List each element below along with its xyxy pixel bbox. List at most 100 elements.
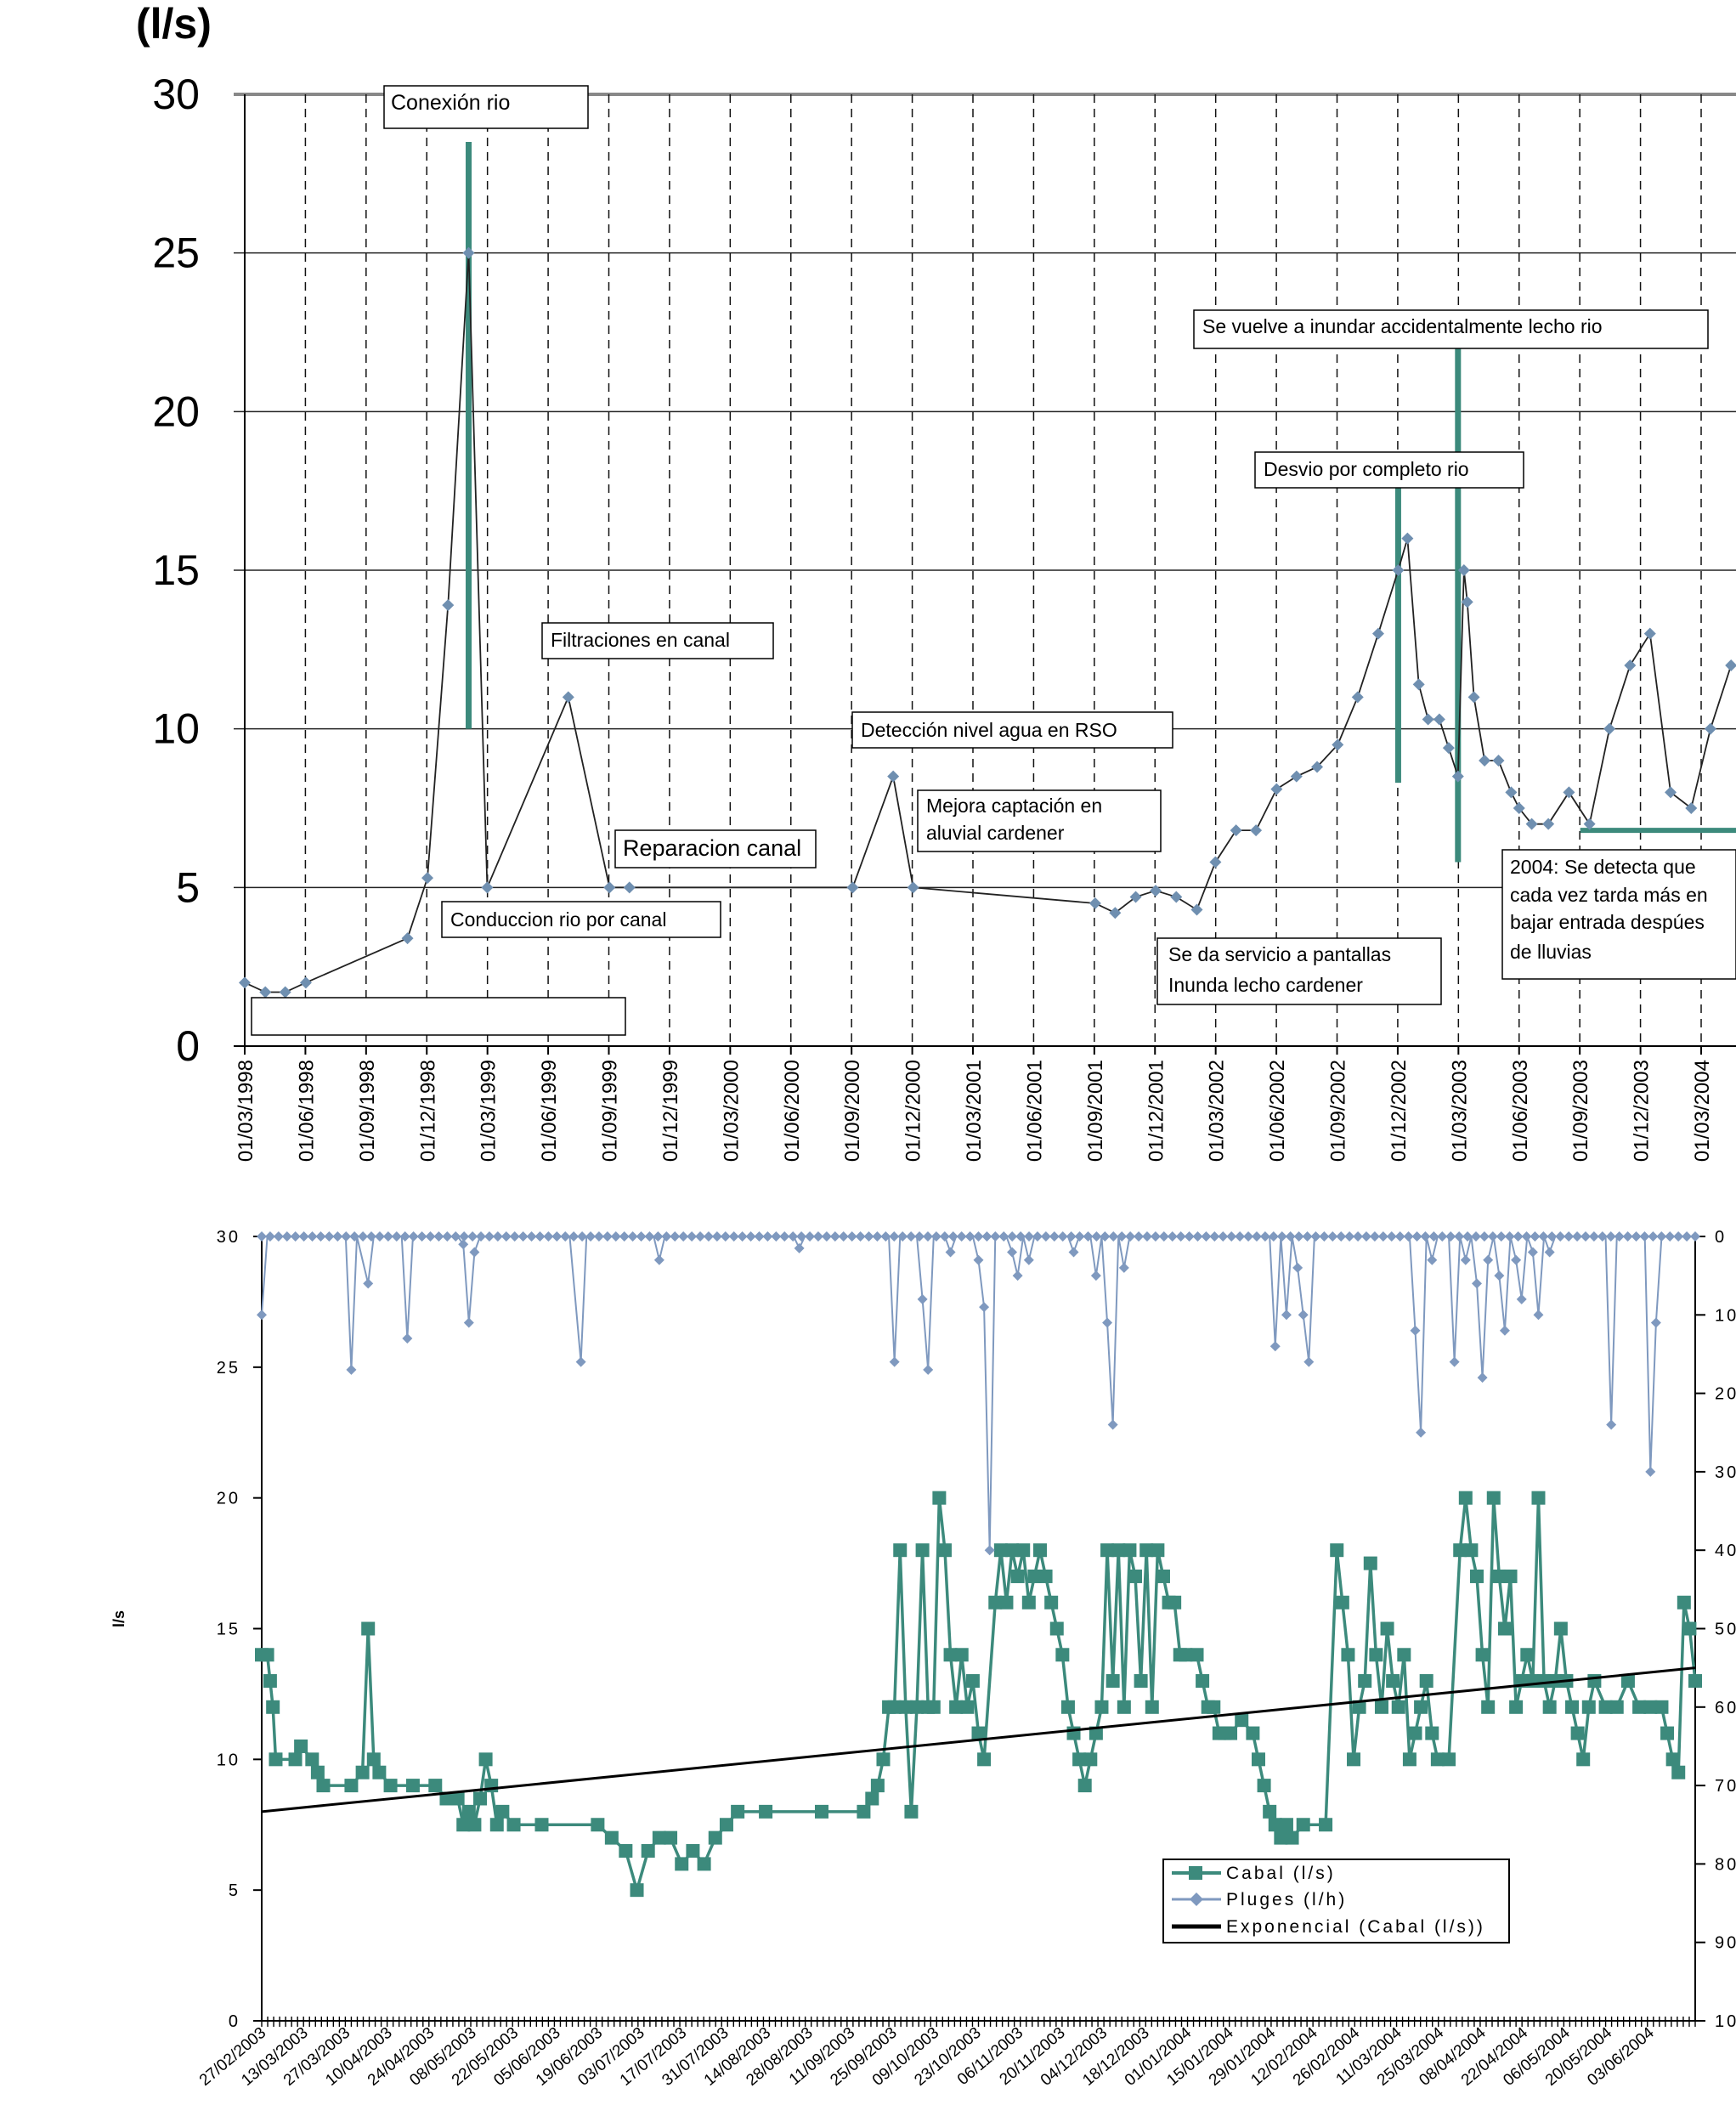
cabal-data-point: [1430, 1752, 1445, 1767]
cabal-data-point: [1464, 1543, 1479, 1558]
cabal-data-point: [1620, 1674, 1635, 1689]
pluges-baseline-point: [610, 1231, 621, 1242]
top-chart-x-tick-label: 01/03/1998: [235, 1060, 257, 1162]
cabal-data-point: [904, 1804, 919, 1819]
cabal-data-point: [263, 1674, 277, 1689]
cabal-data-point: [993, 1543, 1008, 1558]
cabal-data-point: [489, 1818, 504, 1832]
pluges-baseline-point: [1682, 1231, 1693, 1242]
pluges-baseline-point: [1487, 1231, 1498, 1242]
cabal-data-point: [977, 1752, 992, 1767]
pluges-data-point: [1012, 1270, 1023, 1281]
pluges-data-point: [1292, 1262, 1303, 1273]
annotation-conduccion-rio: Conduccion rio por canal: [450, 908, 666, 931]
cabal-data-point: [898, 1700, 913, 1714]
pluges-baseline-point: [1530, 1231, 1541, 1242]
bottom-chart-y-tick-label: 20: [217, 1490, 240, 1508]
cabal-data-point: [534, 1818, 549, 1832]
pluges-baseline-point: [281, 1231, 292, 1242]
cabal-data-point: [1122, 1543, 1137, 1558]
cabal-data-point: [1492, 1569, 1507, 1583]
cabal-data-point: [1565, 1700, 1580, 1714]
bottom-chart-y-ticks: 0 5 10 15 20 25 30: [217, 1228, 262, 2031]
pluges-baseline-point: [720, 1231, 731, 1242]
annotation-inunda-lecho: Inunda lecho cardener: [1168, 974, 1363, 996]
annotation-box-mejora: [917, 789, 1162, 852]
cabal-data-point: [405, 1779, 420, 1793]
pluges-baseline-point: [1656, 1231, 1667, 1242]
top-chart-x-tick-label: 01/12/1998: [416, 1060, 439, 1162]
top-chart-data-point: [1451, 770, 1464, 783]
pluges-baseline-point: [1218, 1231, 1229, 1242]
annotation-se-vuelve-inundar: Se vuelve a inundar accidentalmente lech…: [1202, 315, 1603, 337]
cabal-data-point: [1380, 1621, 1394, 1636]
cabal-data-point: [1089, 1726, 1103, 1740]
pluges-baseline-point: [1605, 1231, 1616, 1242]
top-chart-data-point: [1433, 713, 1445, 726]
cabal-data-point: [344, 1779, 359, 1793]
pluges-data-point: [1007, 1247, 1018, 1258]
top-chart-data-point: [1665, 786, 1677, 799]
pluges-baseline-point: [771, 1231, 782, 1242]
top-chart-x-tick-label: 01/03/2001: [963, 1060, 986, 1162]
top-chart-data-point: [1332, 738, 1344, 751]
pluges-baseline-point: [914, 1231, 925, 1242]
cabal-data-point: [1609, 1700, 1624, 1714]
top-chart-data-point: [1704, 722, 1716, 735]
cabal-data-point: [372, 1765, 387, 1779]
top-chart-data-point: [1457, 564, 1470, 576]
cabal-data-point: [1408, 1726, 1422, 1740]
pluges-baseline-point: [964, 1231, 975, 1242]
pluges-baseline-point: [1184, 1231, 1195, 1242]
cabal-data-point: [1207, 1700, 1221, 1714]
top-chart-data-point: [1230, 824, 1242, 837]
top-chart-x-tick-label: 01/06/2002: [1266, 1060, 1289, 1162]
pluges-baseline-point: [1049, 1231, 1060, 1242]
pluges-baseline-point: [695, 1231, 706, 1242]
cabal-data-point: [1296, 1818, 1310, 1832]
cabal-data-point: [759, 1804, 773, 1819]
top-chart-data-point: [1270, 783, 1283, 795]
pluges-baseline-point: [1496, 1231, 1507, 1242]
cabal-data-point: [591, 1818, 605, 1832]
top-chart-x-tick-label: 01/09/2002: [1327, 1060, 1350, 1162]
cabal-data-point: [1027, 1569, 1042, 1583]
pluges-baseline-point: [1293, 1231, 1304, 1242]
annotation-2004-line3: bajar entrada despúes: [1510, 911, 1705, 933]
annotation-box-2004: [1501, 849, 1736, 980]
pluges-baseline-point: [450, 1231, 461, 1242]
top-chart-data-point: [1392, 564, 1405, 576]
cabal-data-point: [988, 1595, 1003, 1610]
cabal-data-point: [1246, 1726, 1260, 1740]
cabal-data-point: [366, 1752, 381, 1767]
pluges-baseline-point: [1209, 1231, 1220, 1242]
pluges-baseline-point: [1445, 1231, 1456, 1242]
cabal-data-point: [604, 1830, 619, 1845]
pluges-data-point: [973, 1254, 984, 1265]
pluges-baseline-point: [509, 1231, 520, 1242]
pluges-baseline-point: [821, 1231, 832, 1242]
cabal-data-point: [926, 1700, 941, 1714]
pluges-baseline-point: [408, 1231, 419, 1242]
pluges-baseline-point: [534, 1231, 546, 1242]
cabal-data-point: [1168, 1595, 1182, 1610]
cabal-data-point: [1682, 1621, 1697, 1636]
cabal-data-point: [260, 1648, 274, 1662]
cabal-data-point: [1060, 1700, 1075, 1714]
pluges-baseline-point: [737, 1231, 748, 1242]
pluges-baseline-point: [1259, 1231, 1270, 1242]
pluges-data-point: [1281, 1310, 1292, 1321]
cabal-data-point: [1352, 1700, 1366, 1714]
top-chart-data-point: [1209, 856, 1222, 868]
top-chart-data-point: [1725, 659, 1736, 671]
pluges-baseline-point: [1243, 1231, 1254, 1242]
top-chart-x-tick-label: 01/12/2000: [902, 1060, 925, 1162]
pluges-baseline-point: [391, 1231, 402, 1242]
cabal-data-point: [1509, 1700, 1524, 1714]
pluges-data-point: [1645, 1466, 1656, 1477]
pluges-baseline-point: [1622, 1231, 1633, 1242]
pluges-baseline-point: [1454, 1231, 1465, 1242]
pluges-baseline-point: [855, 1231, 866, 1242]
annotation-reparacion-canal: Reparacion canal: [623, 835, 801, 861]
